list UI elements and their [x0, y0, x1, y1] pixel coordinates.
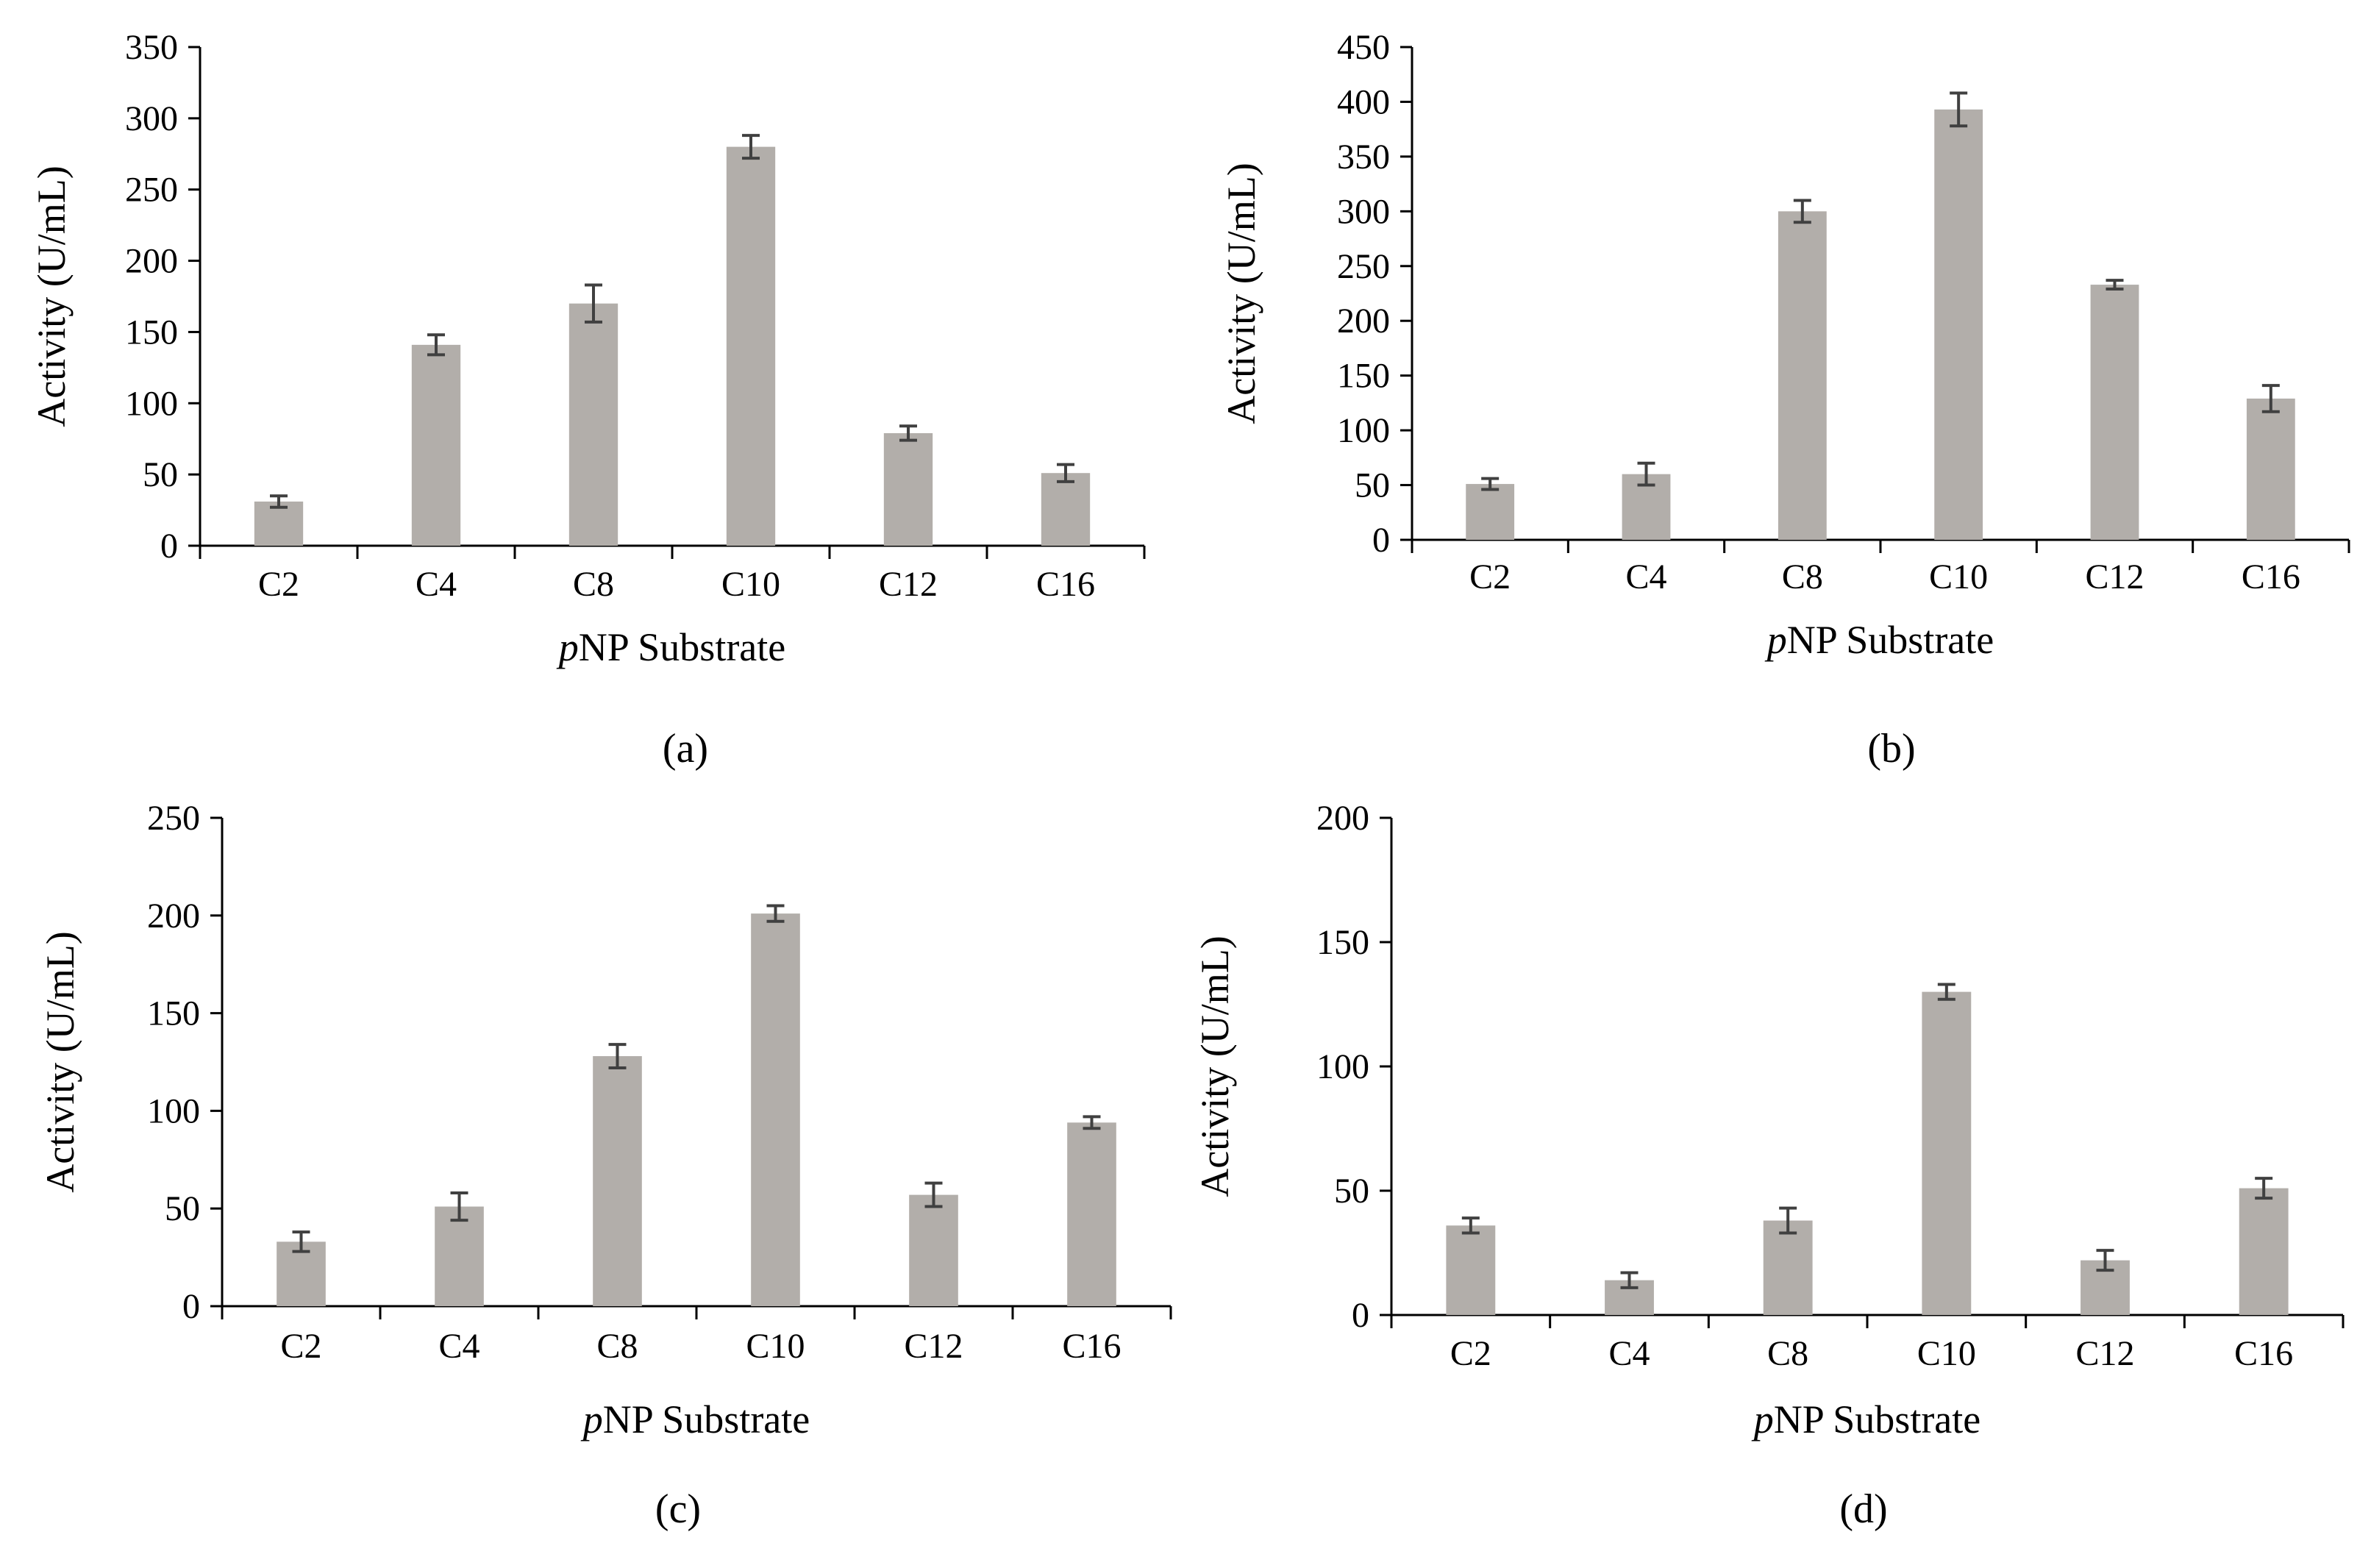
y-tick-label: 100 — [125, 384, 178, 423]
bar-C10 — [726, 146, 776, 546]
y-tick-label: 50 — [143, 455, 178, 494]
y-tick-label: 350 — [125, 28, 178, 67]
x-tick-label-C4: C4 — [1625, 557, 1666, 596]
x-tick-label-C16: C16 — [1062, 1327, 1121, 1366]
bar-C2 — [1466, 484, 1515, 540]
y-tick-label: 200 — [125, 242, 178, 281]
y-tick-label: 200 — [1316, 799, 1369, 838]
y-tick-label: 0 — [1352, 1296, 1369, 1335]
x-axis-title: pNP Substrate — [1764, 618, 1994, 662]
bar-C12 — [2090, 285, 2139, 540]
y-axis-title: Activity (U/mL) — [29, 165, 74, 427]
x-tick-label-C8: C8 — [1782, 557, 1823, 596]
x-tick-label-C4: C4 — [1608, 1334, 1650, 1373]
chart-panel-a: 0 50 100 150 200 250 300 350 C2 C4 C8 C10 C12 C16 Acti… — [29, 28, 1146, 771]
bar-C2 — [1446, 1225, 1496, 1315]
y-tick-label: 400 — [1337, 82, 1390, 121]
x-tick-label-C8: C8 — [573, 565, 614, 604]
y-tick-label: 100 — [147, 1091, 200, 1130]
x-tick-label-C4: C4 — [416, 565, 457, 604]
x-axis-title: pNP Substrate — [1751, 1397, 1981, 1442]
x-tick-label-C10: C10 — [1917, 1334, 1976, 1373]
x-tick-label-C2: C2 — [1469, 557, 1511, 596]
y-tick-label: 200 — [147, 897, 200, 936]
x-axis-title-rest: NP Substrate — [1787, 618, 1994, 662]
y-tick-label: 150 — [147, 994, 200, 1033]
x-tick-label-C10: C10 — [1929, 557, 1988, 596]
x-tick-label-C12: C12 — [2075, 1334, 2134, 1373]
y-tick-label: 300 — [1337, 192, 1390, 231]
y-tick-label: 0 — [1372, 521, 1390, 560]
bar-C10 — [751, 913, 800, 1306]
x-tick-label-C10: C10 — [721, 565, 780, 604]
y-axis-title: Activity (U/mL) — [1193, 936, 1237, 1197]
y-tick-label: 100 — [1337, 411, 1390, 450]
chart-panel-b: 0 50 100 150 200 250 300 350 400 450 C2 C4 C8 C10 C12 C… — [1219, 28, 2350, 771]
x-axis-title-rest: NP Substrate — [603, 1397, 810, 1442]
x-tick-label-C12: C12 — [879, 565, 938, 604]
x-tick-label-C16: C16 — [2234, 1334, 2293, 1373]
bar-C10 — [1934, 109, 1983, 540]
x-tick-label-C8: C8 — [596, 1327, 638, 1366]
y-tick-label: 150 — [1337, 357, 1390, 396]
bar-C8 — [568, 303, 618, 546]
x-tick-label-C10: C10 — [746, 1327, 805, 1366]
x-axis-title-rest: NP Substrate — [579, 625, 786, 669]
y-tick-label: 150 — [1316, 923, 1369, 962]
x-axis-title-italic: p — [580, 1397, 603, 1442]
bar-C10 — [1922, 991, 1972, 1315]
panel-label: (d) — [1839, 1486, 1887, 1532]
x-tick-label-C2: C2 — [280, 1327, 321, 1366]
bar-C16 — [2239, 1188, 2289, 1315]
panel-label: (b) — [1867, 726, 1915, 771]
bar-C16 — [1041, 473, 1091, 546]
bar-C4 — [411, 344, 461, 546]
x-axis-title: pNP Substrate — [580, 1397, 810, 1442]
y-tick-label: 250 — [147, 799, 200, 838]
y-axis-title: Activity (U/mL) — [38, 931, 82, 1192]
y-tick-label: 350 — [1337, 138, 1390, 177]
x-tick-label-C4: C4 — [438, 1327, 479, 1366]
bar-C4 — [435, 1206, 484, 1306]
panel-label: (a) — [663, 726, 708, 771]
y-tick-label: 50 — [1355, 466, 1390, 505]
y-axis-title: Activity (U/mL) — [1219, 163, 1263, 424]
y-tick-label: 200 — [1337, 302, 1390, 341]
x-tick-label-C8: C8 — [1767, 1334, 1808, 1373]
y-tick-label: 50 — [1334, 1172, 1369, 1211]
chart-panel-c: 0 50 100 150 200 250 C2 C4 C8 C10 C12 C16 Activity (… — [38, 799, 1172, 1532]
x-axis-title-italic: p — [1751, 1397, 1774, 1442]
bar-C16 — [2246, 398, 2295, 540]
y-tick-label: 250 — [125, 171, 178, 210]
y-tick-label: 100 — [1316, 1047, 1369, 1086]
x-axis-title: pNP Substrate — [556, 625, 786, 669]
y-tick-label: 50 — [165, 1189, 200, 1228]
x-tick-label-C16: C16 — [2242, 557, 2300, 596]
x-axis-title-italic: p — [1764, 618, 1787, 662]
bar-C12 — [883, 432, 933, 546]
bar-C2 — [254, 501, 304, 546]
x-tick-label-C16: C16 — [1036, 565, 1095, 604]
y-tick-label: 0 — [160, 527, 178, 566]
x-tick-label-C12: C12 — [904, 1327, 963, 1366]
x-tick-label-C2: C2 — [258, 565, 299, 604]
x-axis-title-italic: p — [556, 625, 579, 669]
panel-label: (c) — [655, 1486, 701, 1532]
bar-C8 — [1763, 1220, 1813, 1315]
x-tick-label-C2: C2 — [1450, 1334, 1491, 1373]
y-tick-label: 0 — [182, 1287, 200, 1326]
bar-C8 — [593, 1056, 642, 1306]
x-tick-label-C12: C12 — [2085, 557, 2144, 596]
chart-panel-d: 0 50 100 150 200 C2 C4 C8 C10 C12 C16 Activity (U/m… — [1193, 799, 2345, 1532]
y-tick-label: 150 — [125, 313, 178, 352]
y-tick-label: 300 — [125, 99, 178, 138]
bar-C8 — [1778, 211, 1827, 540]
y-tick-label: 250 — [1337, 247, 1390, 286]
y-tick-label: 450 — [1337, 28, 1390, 67]
bar-C12 — [909, 1194, 958, 1306]
bar-C16 — [1067, 1122, 1116, 1306]
x-axis-title-rest: NP Substrate — [1774, 1397, 1981, 1442]
